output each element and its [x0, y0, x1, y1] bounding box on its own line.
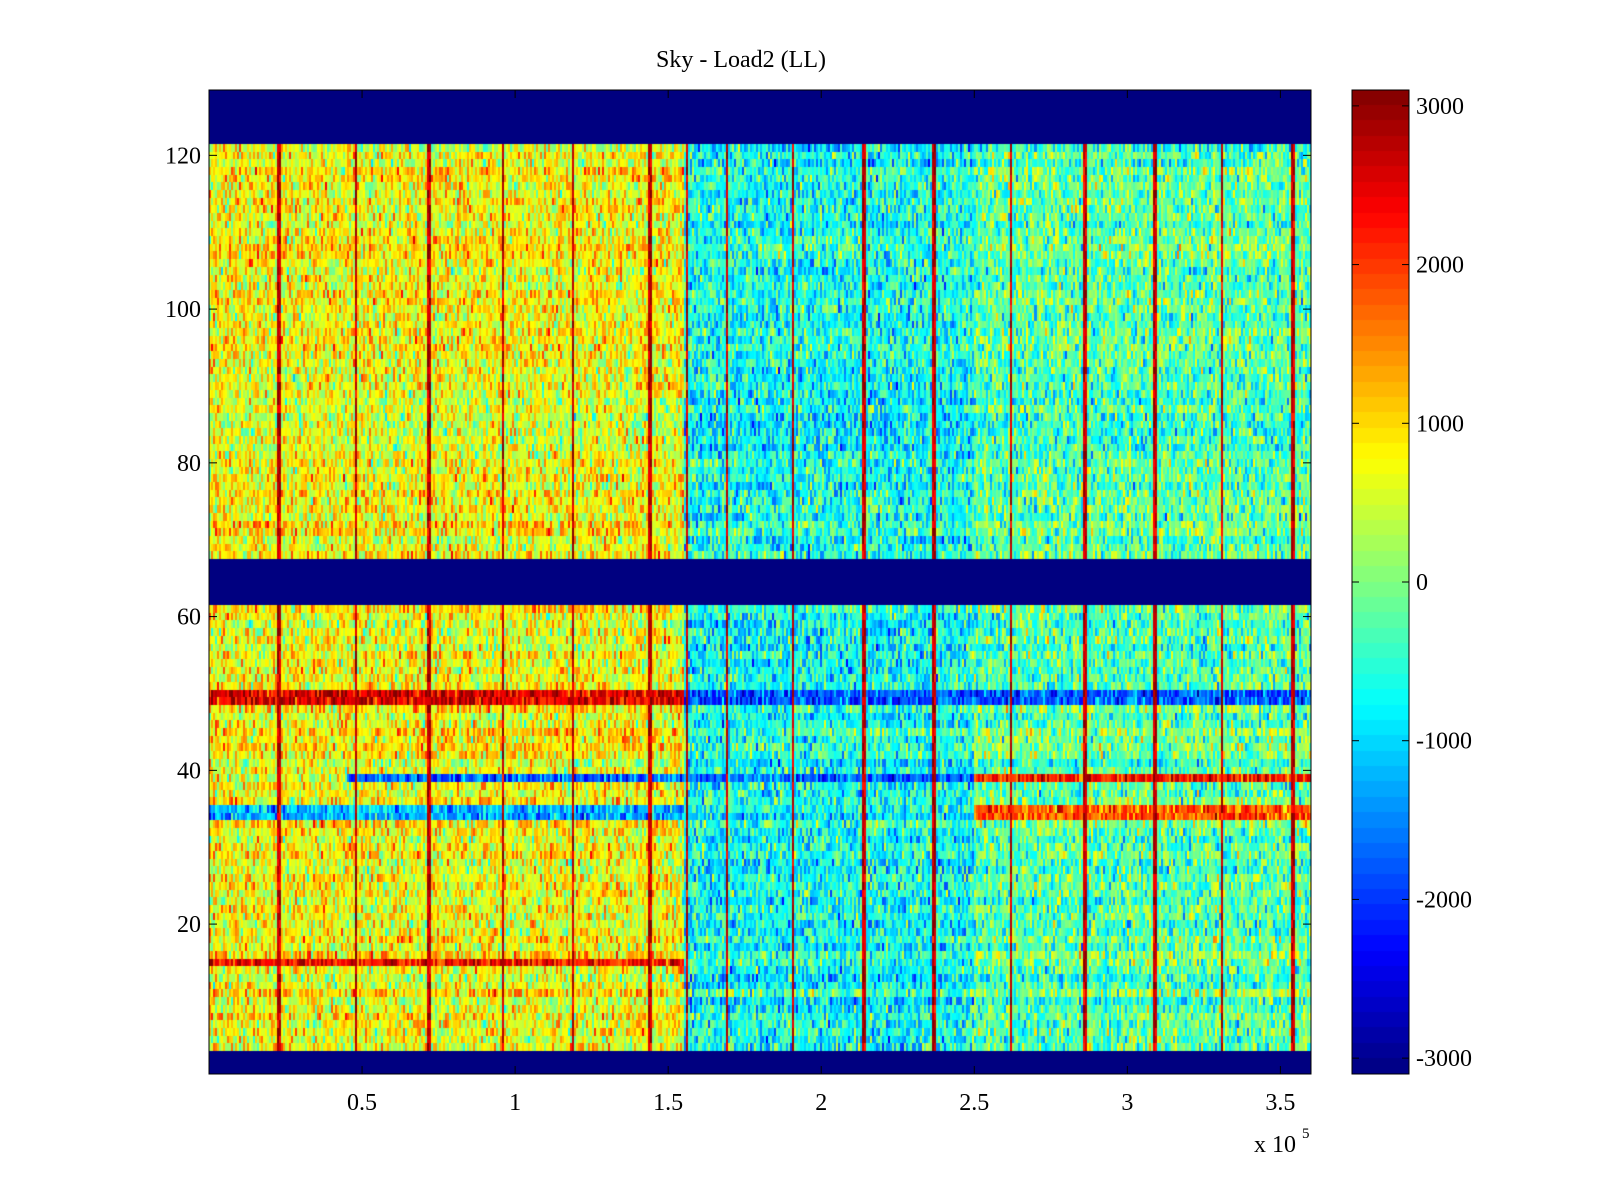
y-tick-label: 60: [177, 605, 201, 631]
x-tick-label: 0.5: [347, 1090, 377, 1116]
colorbar-tick-label: -3000: [1416, 1046, 1472, 1072]
colorbar-tick-label: 0: [1416, 570, 1428, 596]
plot-area: [208, 89, 1312, 1075]
x-tick-label: 1.5: [653, 1090, 683, 1116]
x-multiplier-exponent: 5: [1302, 1126, 1310, 1142]
y-tick-label: 80: [177, 451, 201, 477]
x-axis: 0.5 1 1.5 2 2.5 3 3.5: [347, 90, 1295, 1116]
colorbar-tick-label: 1000: [1416, 411, 1464, 437]
y-tick-label: 120: [165, 143, 201, 169]
colorbar-tick-label: -2000: [1416, 887, 1472, 913]
y-tick-label: 20: [177, 912, 201, 938]
colorbar-canvas: [1352, 90, 1409, 1074]
heatmap-canvas: [209, 90, 1311, 1074]
x-tick-label: 3: [1121, 1090, 1133, 1116]
y-axis: 20 40 60 80 100 120: [165, 143, 1311, 938]
colorbar-axis: 3000 2000 1000 0 -1000 -2000 -3000: [1352, 94, 1472, 1072]
y-tick-label: 100: [165, 297, 201, 323]
x-tick-label: 3.5: [1265, 1090, 1295, 1116]
colorbar-tick-label: 3000: [1416, 94, 1464, 120]
x-tick-label: 2: [815, 1090, 827, 1116]
x-tick-label: 2.5: [959, 1090, 989, 1116]
colorbar-tick-label: 2000: [1416, 253, 1464, 279]
x-multiplier-label: x 10: [1254, 1132, 1296, 1158]
x-tick-label: 1: [509, 1090, 521, 1116]
colorbar-tick-label: -1000: [1416, 729, 1472, 755]
colorbar: 3000 2000 1000 0 -1000 -2000 -3000: [1351, 89, 1472, 1075]
y-tick-label: 40: [177, 758, 201, 784]
plot-frame: [208, 89, 1312, 1075]
chart-title: Sky - Load2 (LL): [656, 47, 826, 73]
